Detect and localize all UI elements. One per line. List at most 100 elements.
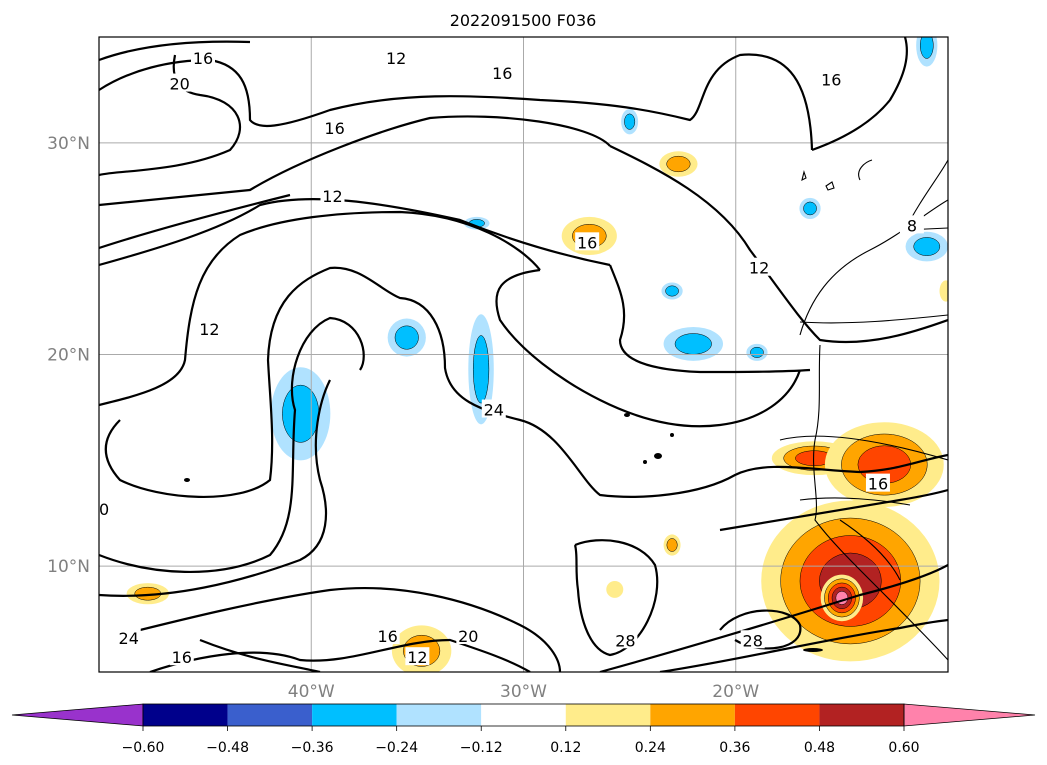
contour-label: 8 — [907, 216, 917, 235]
contour-label: 20 — [169, 75, 189, 94]
anomaly-blob-16 — [606, 580, 624, 598]
contour-label: 20 — [89, 500, 109, 519]
anomaly-blob-9 — [905, 231, 948, 262]
contour-label: 12 — [749, 259, 769, 278]
colorbar-extend-high — [903, 703, 1036, 727]
longitude-ticks: 40°W 30°W 20°W — [288, 682, 760, 702]
contour-label: 12 — [386, 49, 406, 68]
contour-label: 12 — [322, 187, 342, 206]
anomaly-blob-13 — [126, 583, 170, 605]
contour-label: 16 — [172, 648, 192, 667]
anomaly-blob-15 — [663, 534, 681, 556]
map-frame — [98, 36, 949, 673]
lon-tick-label: 20°W — [712, 682, 759, 702]
contour-label-bg — [375, 626, 400, 645]
contour-label-bg — [99, 499, 111, 518]
contour-label-bg — [405, 647, 430, 666]
contour-label-bg — [322, 118, 347, 137]
anomaly-shade-level — [913, 237, 941, 256]
anomaly-shade-level — [665, 285, 679, 297]
contour-label: 24 — [119, 629, 139, 648]
contour-label-bg — [197, 319, 222, 338]
contour-label: 16 — [193, 49, 213, 68]
lat-tick-label: 20°N — [47, 346, 90, 366]
contour-label-bg — [740, 630, 765, 649]
lon-tick-label: 30°W — [500, 682, 547, 702]
anomaly-shade-level — [394, 325, 419, 350]
contour-label: 16 — [492, 64, 512, 83]
latitude-ticks: 30°N 20°N 10°N — [47, 134, 90, 577]
anomaly-shade-level — [666, 155, 691, 173]
colorbar-segment — [396, 704, 482, 726]
contour-label: 16 — [577, 233, 597, 252]
colorbar-tick-label: −0.24 — [375, 740, 418, 756]
colorbar-tick-label: −0.12 — [460, 740, 503, 756]
colorbar-segment — [650, 704, 735, 726]
contour-label-bg — [169, 647, 194, 666]
anomaly-blob-10 — [916, 37, 938, 67]
colorbar-tick-label: 0.48 — [804, 740, 835, 756]
anomaly-shade-level — [666, 538, 678, 552]
contour-label: 16 — [868, 475, 888, 494]
colorbar-extend-low — [11, 703, 144, 727]
colorbar-segment — [312, 704, 397, 726]
colorbar-frame — [142, 703, 905, 727]
contour-label-bg — [819, 69, 844, 88]
contour-label: 20 — [458, 627, 478, 646]
anomaly-blob-1 — [387, 318, 426, 357]
contour-label-bg — [320, 185, 345, 204]
colorbar: −0.60 −0.48 −0.36 −0.24 −0.12 0.12 0.24 0.36 0.4… — [11, 703, 1036, 756]
contour-label-bg — [899, 215, 924, 234]
anomaly-blob-4 — [746, 343, 768, 361]
anomaly-blob-3 — [663, 326, 724, 361]
anomaly-blob-2 — [468, 314, 494, 425]
anomaly-shade-level — [472, 335, 490, 404]
colorbar-tick-label: 0.24 — [635, 740, 666, 756]
anomaly-shade-level — [606, 580, 624, 598]
contour-label: 16 — [324, 119, 344, 138]
anomaly-blob-19 — [824, 422, 944, 507]
contour-label-bg — [384, 48, 409, 67]
anomaly-blob-17 — [939, 280, 948, 302]
anomaly-shade-level — [919, 37, 934, 59]
colorbar-segment — [734, 704, 820, 726]
contour-label: 24 — [484, 401, 504, 420]
anomaly-blob-7 — [621, 108, 639, 135]
colorbar-segment — [819, 704, 904, 726]
islands — [184, 413, 823, 652]
anomaly-blob-5 — [661, 282, 683, 300]
contour-lines — [99, 37, 948, 672]
colorbar-segment — [481, 704, 566, 726]
contour-label-bg — [490, 62, 515, 81]
colorbar-segment — [565, 704, 651, 726]
contour-label: 16 — [821, 70, 841, 89]
anomaly-shade-level — [939, 280, 948, 302]
lat-tick-label: 30°N — [47, 134, 90, 154]
contour-label-bg — [575, 232, 600, 251]
colorbar-tick-label: 0.12 — [550, 740, 581, 756]
chart-title: 2022091500 F036 — [450, 11, 597, 30]
anomaly-blob-0 — [270, 367, 331, 461]
anomaly-shade-level — [750, 346, 764, 358]
contour-label-bg — [865, 473, 890, 492]
contour-label-bg — [167, 73, 192, 92]
contour-label-bg — [456, 626, 481, 645]
contour-label-bg — [481, 399, 506, 418]
contour-label-bg — [613, 630, 638, 649]
contour-label: 28 — [743, 631, 763, 650]
anomaly-shade-level — [282, 384, 320, 443]
colorbar-tick-label: −0.48 — [206, 740, 249, 756]
colorbar-tick-label: 0.60 — [888, 740, 919, 756]
anomaly-shade-level — [803, 201, 817, 216]
anomaly-shade-level — [624, 113, 636, 130]
anomaly-blob-11 — [659, 151, 698, 177]
colorbar-tick-label: 0.36 — [719, 740, 750, 756]
contour-label: 12 — [407, 648, 427, 667]
contour-label: 16 — [377, 627, 397, 646]
anomaly-shade-level — [674, 333, 712, 355]
contour-label-bg — [747, 257, 772, 276]
coastlines — [779, 159, 948, 661]
contour-label: 12 — [199, 320, 219, 339]
